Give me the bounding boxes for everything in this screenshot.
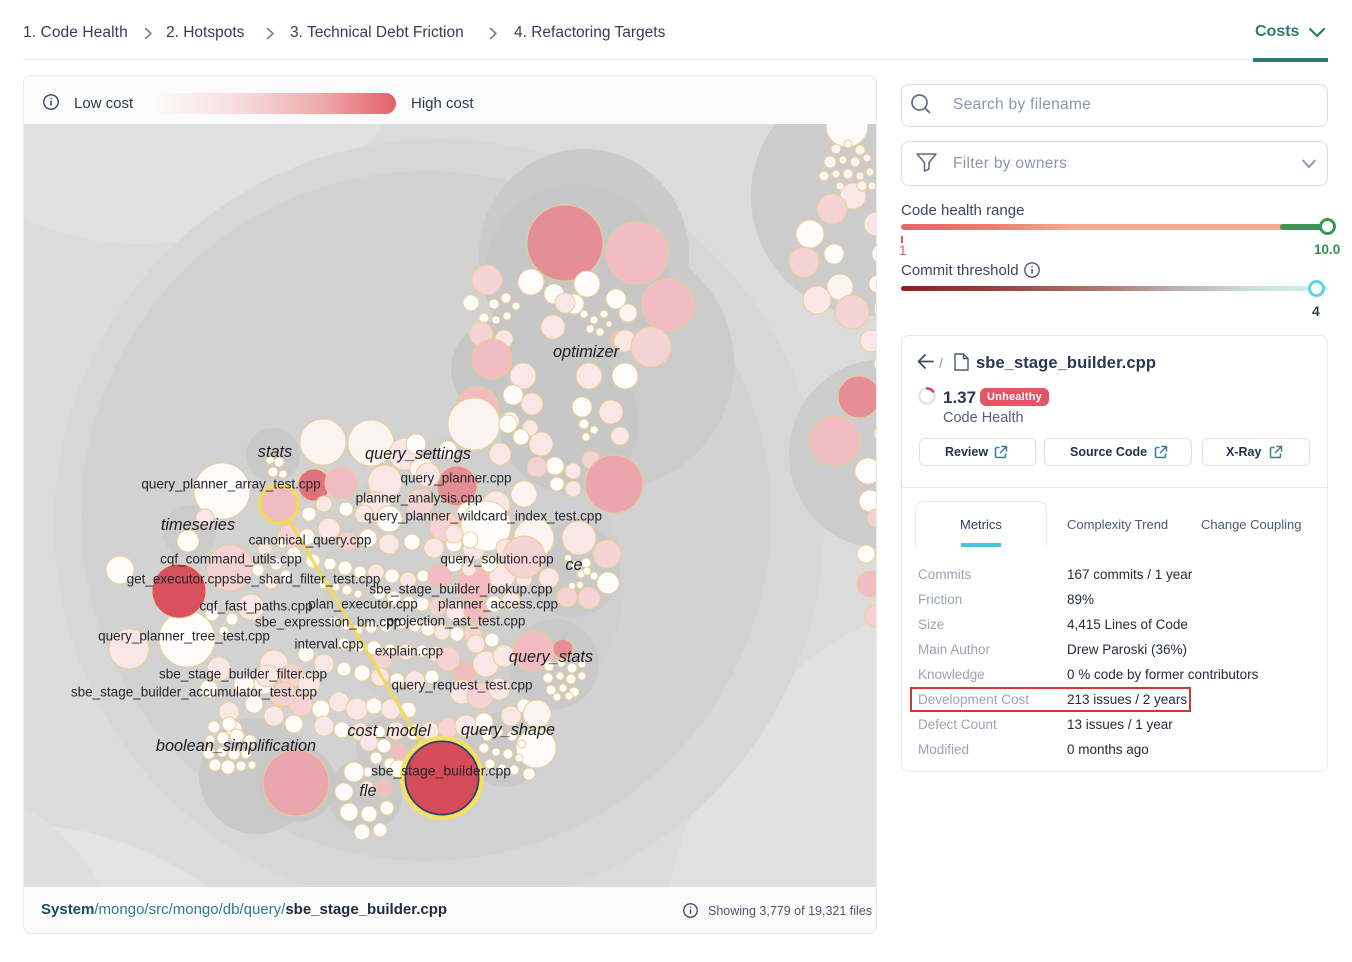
svg-text:boolean_simplification: boolean_simplification (156, 737, 316, 755)
svg-text:sbe_expression_bm.cpp: sbe_expression_bm.cpp (255, 615, 401, 630)
svg-text:projection_ast_test.cpp: projection_ast_test.cpp (387, 614, 526, 629)
svg-text:query_planner_wildcard_index_t: query_planner_wildcard_index_test.cpp (364, 509, 602, 524)
svg-text:sbe_stage_builder_accumulator_: sbe_stage_builder_accumulator_test.cpp (71, 685, 317, 700)
svg-text:ce: ce (565, 556, 582, 574)
svg-text:query_solution.cpp: query_solution.cpp (440, 552, 553, 567)
svg-text:plan_executor.cpp: plan_executor.cpp (308, 597, 418, 612)
svg-text:sbe_stage_builder_filter.cpp: sbe_stage_builder_filter.cpp (159, 667, 327, 682)
svg-text:stats: stats (258, 443, 292, 461)
svg-text:cost_model: cost_model (347, 722, 431, 740)
svg-text:query_planner.cpp: query_planner.cpp (400, 471, 511, 486)
svg-text:fle: fle (359, 782, 376, 800)
svg-text:interval.cpp: interval.cpp (294, 637, 363, 652)
svg-text:query_settings: query_settings (365, 445, 471, 463)
svg-text:canonical_query.cpp: canonical_query.cpp (249, 533, 372, 548)
svg-text:cqf_fast_paths.cpp: cqf_fast_paths.cpp (199, 599, 312, 614)
svg-text:cqf_command_utils.cpp: cqf_command_utils.cpp (160, 552, 302, 567)
svg-text:sbe_stage_builder.cpp: sbe_stage_builder.cpp (371, 763, 511, 779)
svg-text:timeseries: timeseries (161, 516, 235, 534)
svg-text:sbe_stage_builder_lookup.cpp: sbe_stage_builder_lookup.cpp (369, 582, 552, 597)
svg-text:explain.cpp: explain.cpp (375, 644, 443, 659)
svg-text:query_planner_array_test.cpp: query_planner_array_test.cpp (141, 477, 320, 492)
svg-text:query_shape: query_shape (461, 721, 555, 739)
svg-text:optimizer: optimizer (553, 343, 620, 361)
svg-text:query_stats: query_stats (509, 648, 593, 666)
svg-text:query_request_test.cpp: query_request_test.cpp (391, 678, 532, 693)
svg-text:query_planner_tree_test.cpp: query_planner_tree_test.cpp (98, 629, 270, 644)
svg-text:planner_analysis.cpp: planner_analysis.cpp (356, 491, 483, 506)
svg-text:sbe_shard_filter_test.cpp: sbe_shard_filter_test.cpp (230, 572, 381, 587)
svg-text:planner_access.cpp: planner_access.cpp (438, 597, 558, 612)
svg-text:get_executor.cpp: get_executor.cpp (127, 572, 230, 587)
